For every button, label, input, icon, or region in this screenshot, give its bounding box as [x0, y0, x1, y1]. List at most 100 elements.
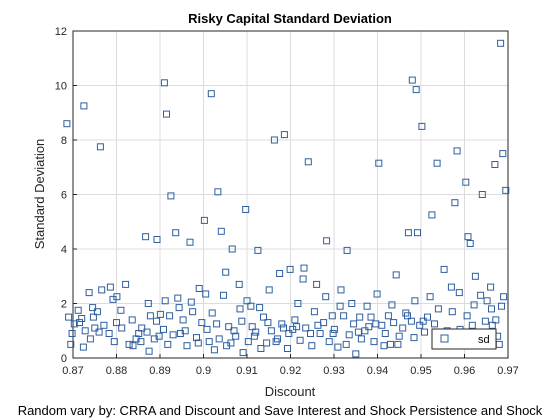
data-point-marker: [384, 312, 392, 320]
data-point-marker: [263, 339, 271, 347]
data-point-marker: [434, 305, 442, 313]
data-point-marker: [137, 338, 145, 346]
data-point-marker: [167, 192, 175, 200]
chart-title: Risky Capital Standard Deviation: [188, 11, 392, 26]
data-point-marker: [431, 320, 438, 328]
data-point-marker: [375, 159, 383, 167]
data-point-marker: [76, 319, 83, 327]
data-point-marker: [225, 323, 233, 331]
x-tick-label: 0.88: [106, 365, 127, 377]
data-point-marker: [278, 320, 286, 328]
data-point-marker: [194, 339, 202, 347]
data-point-marker: [172, 229, 180, 237]
data-point-marker: [183, 342, 191, 350]
data-point-marker: [470, 301, 478, 309]
data-point-marker: [244, 338, 252, 346]
data-point-marker: [418, 122, 426, 130]
data-point-marker: [276, 270, 284, 277]
data-point-marker: [210, 346, 218, 354]
data-point-marker: [267, 327, 275, 335]
data-point-marker: [447, 283, 455, 291]
data-point-marker: [471, 272, 479, 280]
data-point-marker: [451, 199, 459, 207]
data-point-marker: [424, 313, 431, 321]
x-tick-label: 0.96: [454, 365, 475, 377]
data-point-marker: [155, 332, 163, 340]
data-point-marker: [95, 328, 103, 336]
data-point-marker: [308, 342, 316, 350]
data-point-marker: [220, 291, 227, 299]
data-point-marker: [93, 308, 101, 316]
data-point-marker: [419, 317, 427, 325]
x-tick-label: 0.91: [236, 365, 257, 377]
data-point-marker: [96, 143, 104, 151]
data-point-marker: [286, 265, 294, 273]
data-point-marker: [174, 294, 182, 302]
x-tick-label: 0.94: [367, 365, 388, 377]
data-point-marker: [223, 342, 231, 350]
data-point-marker: [256, 304, 264, 312]
data-point-marker: [89, 313, 97, 321]
data-point-marker: [80, 102, 88, 110]
data-point-marker: [411, 297, 419, 305]
data-point-marker: [497, 39, 505, 47]
data-point-marker: [98, 286, 106, 294]
data-point-marker: [189, 308, 197, 316]
data-point-marker: [85, 289, 93, 297]
data-point-marker: [352, 350, 360, 358]
data-point-marker: [394, 340, 402, 348]
data-point-marker: [302, 324, 310, 332]
data-point-marker: [404, 312, 411, 320]
data-point-marker: [257, 345, 265, 352]
data-point-marker: [179, 316, 187, 324]
data-point-marker: [166, 312, 174, 320]
data-point-marker: [343, 246, 351, 254]
data-point-marker: [153, 317, 160, 325]
x-tick-label: 0.87: [62, 365, 83, 377]
data-point-marker: [272, 338, 280, 346]
y-tick-label: 8: [61, 135, 67, 147]
data-point-marker: [330, 325, 338, 333]
data-point-marker: [300, 264, 308, 272]
data-point-marker: [307, 330, 314, 337]
data-point-marker: [410, 334, 418, 342]
data-point-marker: [65, 313, 73, 321]
data-point-marker: [100, 321, 108, 329]
data-point-marker: [91, 324, 99, 332]
data-point-marker: [142, 233, 150, 241]
data-point-marker: [207, 90, 215, 98]
data-point-marker: [205, 338, 213, 346]
data-point-marker: [198, 319, 206, 327]
data-point-marker: [264, 319, 272, 327]
data-point-marker: [128, 316, 136, 324]
data-point-marker: [117, 306, 125, 314]
figure-caption: Random vary by: CRRA and Discount and Sa…: [18, 403, 543, 418]
data-point-marker: [238, 317, 246, 325]
data-point-marker: [313, 280, 321, 288]
data-point-marker: [202, 290, 210, 298]
data-point-marker: [314, 321, 322, 329]
data-point-marker: [118, 324, 126, 332]
data-point-marker: [200, 216, 208, 224]
data-point-marker: [214, 188, 222, 196]
data-point-marker: [499, 150, 507, 158]
data-point-marker: [340, 312, 348, 320]
data-point-marker: [203, 325, 211, 333]
data-point-marker: [345, 331, 353, 339]
data-point-marker: [412, 86, 420, 94]
data-point-marker: [156, 310, 164, 318]
data-point-marker: [404, 229, 412, 237]
data-point-marker: [293, 323, 301, 331]
data-point-marker: [421, 328, 428, 336]
data-point-marker: [143, 328, 151, 336]
y-axis-label: Standard Deviation: [32, 139, 47, 250]
data-point-marker: [164, 340, 172, 348]
data-point-marker: [285, 330, 293, 337]
data-point-marker: [169, 331, 177, 339]
data-point-marker: [350, 320, 358, 328]
x-tick-label: 0.95: [410, 365, 431, 377]
y-tick-label: 2: [61, 299, 67, 311]
data-point-marker: [105, 330, 113, 337]
